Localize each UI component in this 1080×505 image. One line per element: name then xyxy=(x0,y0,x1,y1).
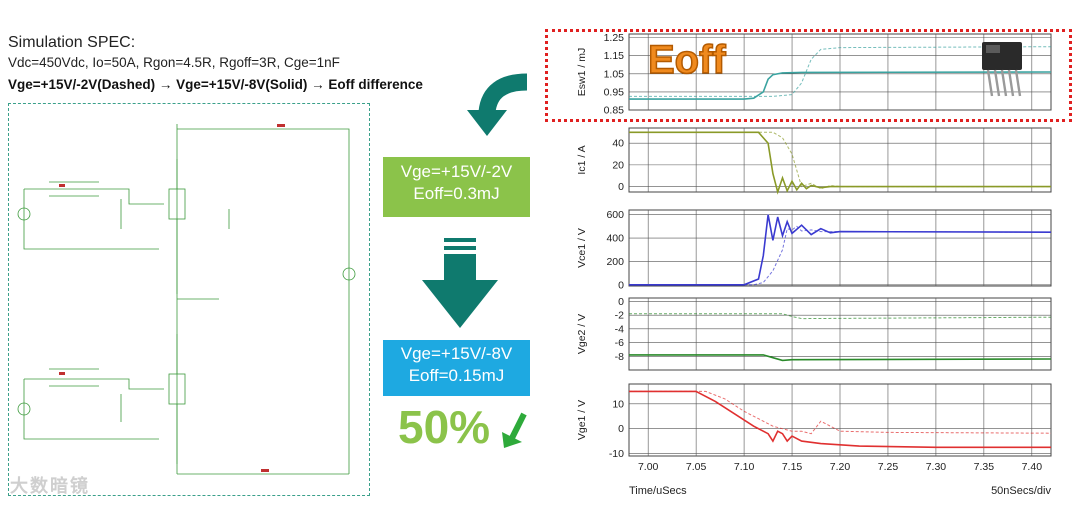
y-tick-label: -4 xyxy=(615,323,624,335)
schematic-panel xyxy=(8,103,370,496)
chart-panel: 1.25 1.15 1.05 0.95 0.85 Esw1 / mJ xyxy=(576,32,1052,117)
x-axis-label: Time/uSecs xyxy=(629,485,687,497)
series-line-solid xyxy=(629,354,1052,362)
series-line-dashed xyxy=(629,225,1052,286)
y-tick-label: 1.05 xyxy=(604,68,625,80)
simulation-params: Vdc=450Vdc, Io=50A, Rgon=4.5R, Rgoff=3R,… xyxy=(8,55,340,70)
chart-panel: 40 20 0 Ic1 / A xyxy=(576,127,1052,195)
y-tick-label: 0 xyxy=(618,279,624,291)
callout-case2: Vge=+15V/-8V Eoff=0.15mJ xyxy=(383,340,530,396)
eoff-label: Eoff xyxy=(647,37,726,83)
y-axis-label: Vge2 / V xyxy=(576,314,588,354)
test-condition: Vge=+15V/-2V(Dashed) → Vge=+15V/-8V(Soli… xyxy=(8,77,423,92)
y-tick-label: -6 xyxy=(615,337,624,349)
x-tick-label: 7.25 xyxy=(878,461,899,473)
circuit-schematic xyxy=(17,124,356,475)
callout-case2-eoff: Eoff=0.15mJ xyxy=(408,366,505,385)
series-line-dashed xyxy=(629,313,1052,320)
y-axis-label: Esw1 / mJ xyxy=(576,48,588,96)
series-line-dashed xyxy=(629,390,1052,435)
x-tick-label: 7.00 xyxy=(638,461,659,473)
down-arrow-icon xyxy=(422,238,498,328)
callout-case1-eoff: Eoff=0.3mJ xyxy=(413,184,500,203)
curved-arrow-icon xyxy=(467,73,528,136)
chart-panel: 600 400 200 0 Vce1 / V xyxy=(576,209,1052,291)
y-tick-label: -8 xyxy=(615,351,624,363)
x-tick-label: 7.40 xyxy=(1022,461,1043,473)
y-tick-label: 1.15 xyxy=(604,50,625,62)
callout-case1-vge: Vge=+15V/-2V xyxy=(400,162,513,181)
series-line-solid xyxy=(629,71,1052,100)
y-tick-label: 600 xyxy=(606,209,624,221)
page-title: Simulation SPEC: xyxy=(8,34,136,51)
y-tick-label: 0 xyxy=(618,181,624,193)
reduction-percent: 50% xyxy=(398,401,491,453)
y-tick-label: 400 xyxy=(606,233,624,245)
series-line-dashed xyxy=(629,46,1052,97)
series-line-solid xyxy=(629,214,1052,286)
x-tick-label: 7.10 xyxy=(734,461,755,473)
y-tick-label: -10 xyxy=(609,448,624,460)
y-tick-label: 10 xyxy=(612,398,624,410)
x-scale-note: 50nSecs/div xyxy=(991,485,1051,497)
x-tick-label: 7.05 xyxy=(686,461,707,473)
y-tick-label: 200 xyxy=(606,256,624,268)
series-line-dashed xyxy=(629,131,1051,190)
y-tick-label: 40 xyxy=(612,138,624,150)
x-tick-label: 7.15 xyxy=(782,461,803,473)
callout-case2-vge: Vge=+15V/-8V xyxy=(400,344,513,363)
y-axis-label: Vce1 / V xyxy=(576,228,588,268)
y-tick-label: 1.25 xyxy=(604,32,625,44)
y-axis-label: Ic1 / A xyxy=(576,145,588,174)
y-tick-label: 0 xyxy=(618,296,624,308)
callout-case1: Vge=+15V/-2V Eoff=0.3mJ xyxy=(383,157,530,217)
x-tick-label: 7.35 xyxy=(974,461,995,473)
y-tick-label: 20 xyxy=(612,159,624,171)
down-right-arrow-icon xyxy=(502,412,527,448)
chart-panel: 0 -2-4 -6 -8 Vge2 / V xyxy=(576,296,1052,371)
series-line-solid xyxy=(629,390,1051,449)
chart-panel: 10 0 -10 Vge1 / V xyxy=(576,383,1052,460)
y-tick-label: 0.85 xyxy=(604,105,625,117)
y-tick-label: -2 xyxy=(615,310,624,322)
y-axis-label: Vge1 / V xyxy=(576,400,588,440)
eoff-highlight-box xyxy=(545,29,1072,122)
watermark: 大数暗镜 xyxy=(10,476,90,496)
x-tick-label: 7.30 xyxy=(926,461,947,473)
ic-package-icon xyxy=(982,42,1022,97)
y-tick-label: 0.95 xyxy=(604,86,625,98)
x-tick-label: 7.20 xyxy=(830,461,851,473)
y-tick-label: 0 xyxy=(618,423,624,435)
